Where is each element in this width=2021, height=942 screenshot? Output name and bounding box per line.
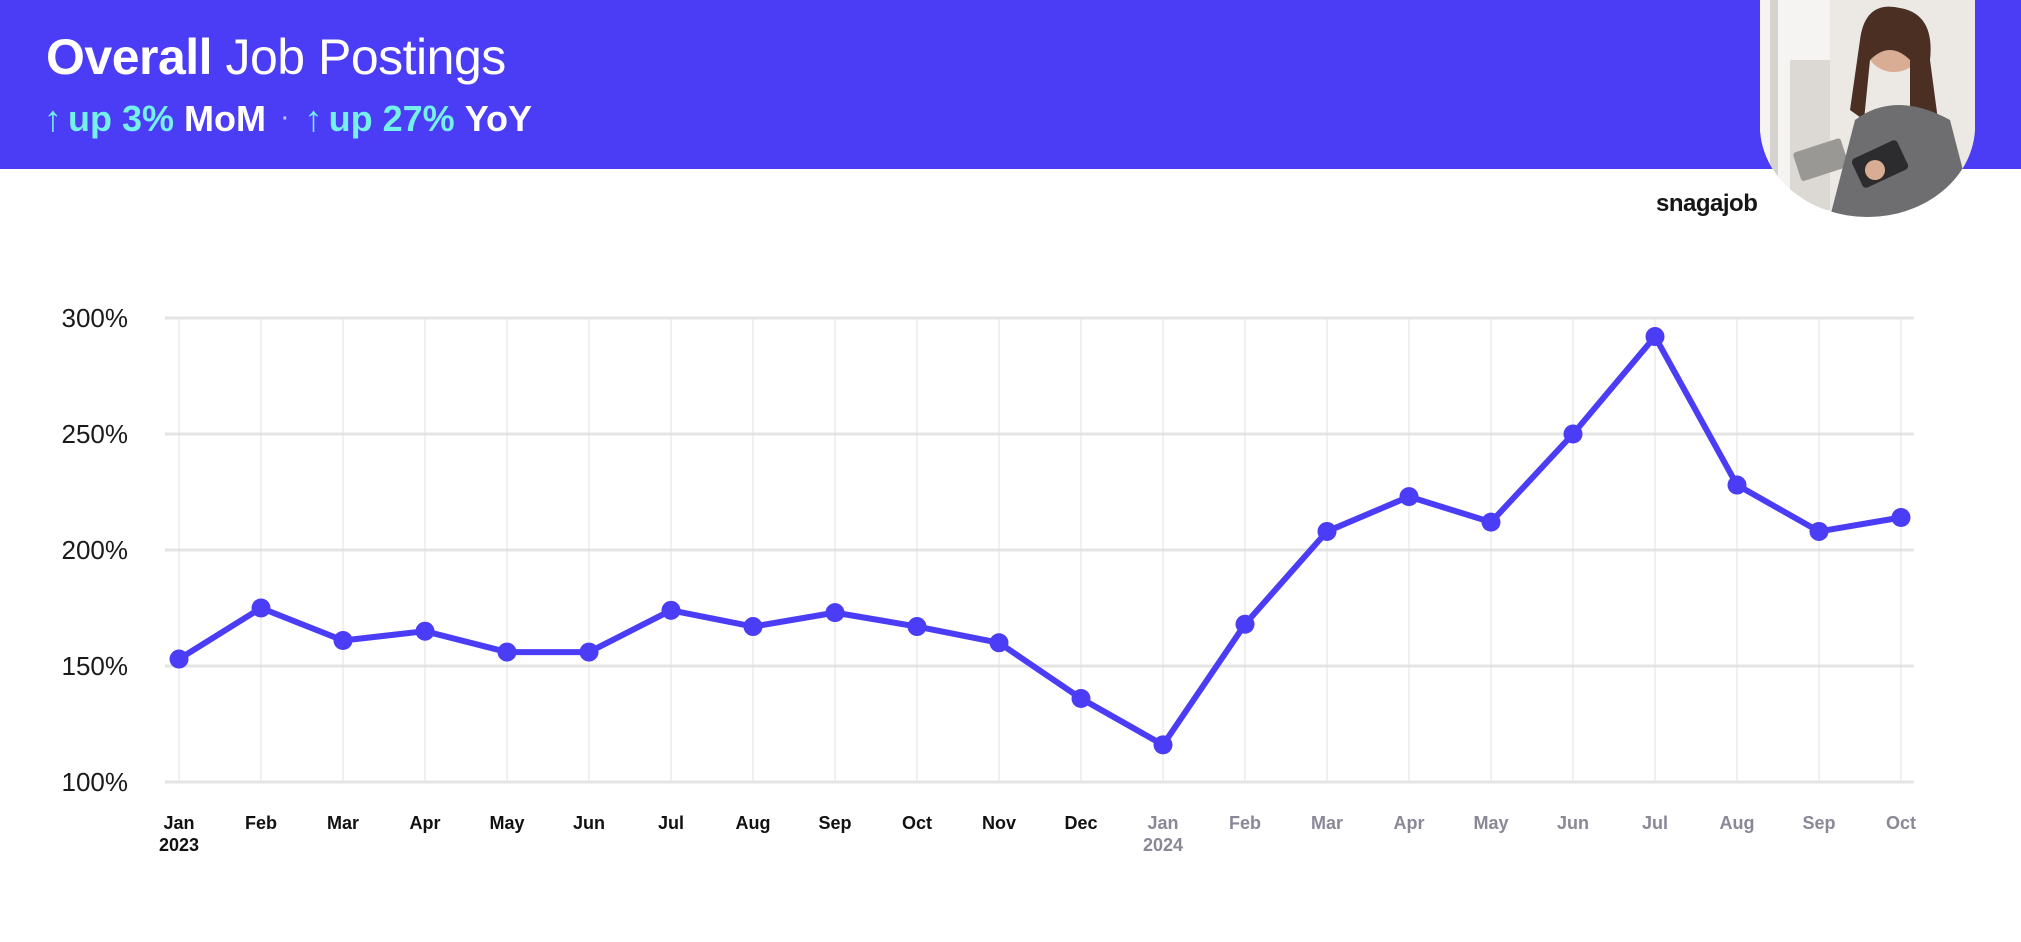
x-tick-label: Feb: [245, 813, 277, 833]
mom-label: MoM: [184, 98, 266, 139]
data-point: [251, 598, 271, 618]
y-tick-label: 300%: [62, 303, 129, 333]
x-tick-label: Jun: [1557, 813, 1589, 833]
data-point: [1891, 508, 1911, 528]
data-point: [1071, 688, 1091, 708]
snagajob-logo: snagajob: [1656, 190, 1758, 217]
yoy-label: YoY: [464, 98, 533, 139]
data-point: [333, 630, 353, 650]
data-point: [1481, 512, 1501, 532]
data-point: [743, 617, 763, 637]
x-tick-label: May: [1473, 813, 1508, 833]
growth-stats: ↑ up 3% MoM · ↑ up 27% YoY: [44, 98, 532, 140]
data-point: [1727, 475, 1747, 495]
data-point: [1235, 614, 1255, 634]
title-rest: Job Postings: [225, 29, 506, 85]
data-point: [579, 642, 599, 662]
x-tick-label: Jul: [1642, 813, 1668, 833]
x-tick-label: Mar: [1311, 813, 1343, 833]
page-title: Overall Job Postings: [46, 28, 506, 86]
x-tick-label: Aug: [736, 813, 771, 833]
data-point: [907, 617, 927, 637]
x-tick-label: Aug: [1720, 813, 1755, 833]
data-point: [661, 600, 681, 620]
x-tick-label: Sep: [1802, 813, 1835, 833]
x-tick-label: Apr: [410, 813, 441, 833]
data-point: [1399, 487, 1419, 507]
x-year-label: 2023: [159, 835, 199, 855]
stat-separator: ·: [281, 107, 289, 130]
x-tick-label: Mar: [327, 813, 359, 833]
x-tick-label: Dec: [1064, 813, 1097, 833]
y-tick-label: 250%: [62, 419, 129, 449]
data-point: [497, 642, 517, 662]
x-tick-label: Sep: [818, 813, 851, 833]
data-point: [1645, 327, 1665, 347]
series-line: [176, 333, 1904, 748]
data-point: [989, 633, 1009, 653]
mom-value: up 3%: [68, 98, 175, 139]
up-arrow-icon: ↑: [44, 98, 62, 139]
data-point: [1317, 521, 1337, 541]
x-tick-label: Apr: [1394, 813, 1425, 833]
y-tick-label: 100%: [62, 767, 129, 797]
x-year-label: 2024: [1143, 835, 1183, 855]
x-tick-label: Jan: [163, 813, 194, 833]
x-tick-label: Feb: [1229, 813, 1261, 833]
x-tick-label: Oct: [1886, 813, 1916, 833]
data-point: [1153, 735, 1173, 755]
yoy-value: up 27%: [328, 98, 455, 139]
x-tick-label: Nov: [982, 813, 1016, 833]
x-tick-label: May: [489, 813, 524, 833]
data-point: [825, 603, 845, 623]
up-arrow-icon: ↑: [304, 98, 323, 139]
x-tick-label: Jul: [658, 813, 684, 833]
header-banner: [0, 0, 2021, 169]
x-tick-label: Jun: [573, 813, 605, 833]
data-point: [415, 621, 435, 641]
title-bold: Overall: [46, 29, 213, 85]
x-tick-label: Jan: [1147, 813, 1178, 833]
data-point: [1563, 424, 1583, 444]
x-tick-label: Oct: [902, 813, 932, 833]
data-point: [1809, 521, 1829, 541]
y-tick-label: 150%: [62, 651, 129, 681]
y-tick-label: 200%: [62, 535, 129, 565]
data-point: [169, 649, 189, 669]
woman-with-tablet-photo: [1760, 0, 1975, 217]
